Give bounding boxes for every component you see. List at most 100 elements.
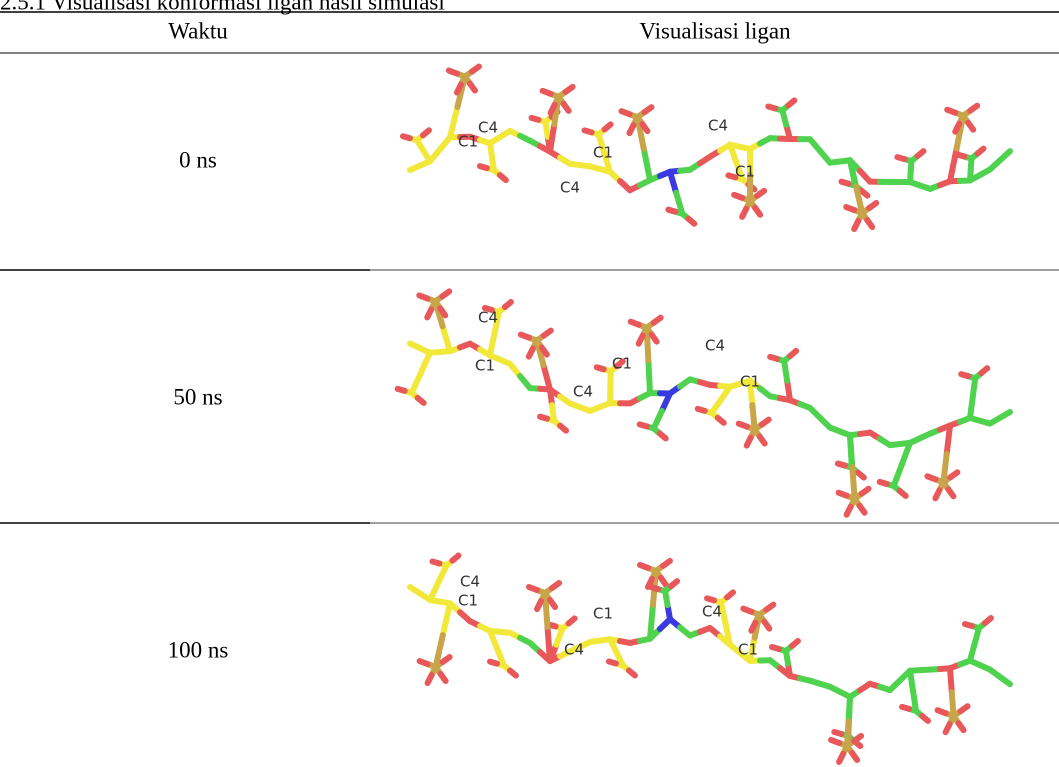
bond [428,675,432,683]
bond [762,420,769,425]
bond [947,110,955,113]
bond [792,641,798,646]
bond [419,295,427,298]
ligand-structure [403,67,1010,229]
bond [739,424,747,427]
bond [869,203,876,208]
atom-label: C4 [705,337,725,355]
bond [768,106,775,108]
bond [961,706,968,711]
bond [621,111,629,114]
atom-label: C4 [478,309,498,327]
bond [403,136,410,138]
bond [480,166,487,168]
bond [917,151,923,156]
bond [560,426,566,431]
bond [935,490,939,498]
bond [751,623,755,631]
atom-label: C4 [573,383,593,401]
bond [970,398,973,418]
bond [432,562,439,564]
atom-label: C1 [475,357,495,375]
bond [839,754,843,762]
bond [760,437,765,444]
bond [852,467,854,499]
bond [1000,412,1010,418]
bond [629,670,635,675]
bond [955,124,959,132]
bond [747,438,751,446]
atom-label: C4 [478,119,498,137]
bond [959,723,964,730]
bond [965,624,972,626]
bond [950,668,952,692]
bond [597,367,604,369]
bond [757,191,764,196]
bond [1000,151,1010,160]
bond [443,657,450,662]
bond [551,105,555,113]
bond [441,674,446,681]
atom-label: C1 [738,641,758,659]
column-header: Waktu [168,18,228,43]
bond [472,67,479,72]
bond [566,87,573,92]
bond [764,622,769,629]
bond [552,583,559,588]
bond [631,322,639,325]
bond [847,507,851,515]
bond [927,476,935,479]
bond [766,605,773,610]
atom-label: C1 [593,144,613,162]
bond [505,302,511,307]
atom-label: C4 [460,573,480,591]
bond [490,334,494,356]
bond [862,489,869,494]
bond [543,91,551,94]
bond [500,175,506,180]
bond [644,149,650,180]
bond [946,724,950,732]
bond [849,697,850,722]
bond [652,335,657,342]
bond [788,100,794,105]
bond [421,353,430,373]
bond [564,104,569,111]
bond [910,671,913,691]
bond [452,556,458,561]
bond [734,195,742,198]
bond [894,464,902,486]
bond [651,587,658,589]
bond [854,221,858,229]
bond [938,710,946,713]
bond [661,578,666,585]
bond [542,348,547,355]
bond [668,210,675,212]
atom-label: C4 [702,603,722,621]
atom-label: C1 [458,592,478,610]
bond [449,71,457,74]
bond [948,489,953,496]
bond [510,671,516,676]
bond [671,581,677,586]
bond [834,732,841,734]
atom-label: C1 [458,133,478,151]
bond [718,418,724,423]
page: 2.5.1 Visualisasi konformasi ligan hasil… [0,0,1059,767]
bond [650,605,653,639]
bond [698,409,705,411]
bond [660,433,666,438]
atom-label: C4 [564,641,584,659]
bond [852,753,857,760]
bond [838,464,845,466]
bond [470,84,475,91]
atom-label: C4 [708,117,728,135]
bond [831,740,839,743]
bond [707,598,714,600]
bond [532,118,539,120]
bond [644,107,651,112]
bond [420,661,428,664]
bond [670,172,676,193]
bond [490,662,497,664]
bond [640,565,648,568]
